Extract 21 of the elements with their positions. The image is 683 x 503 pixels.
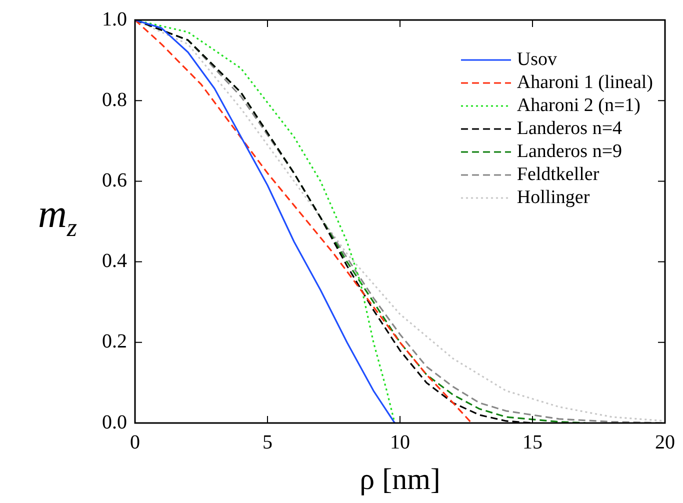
legend-label: Landeros n=9 (516, 140, 622, 163)
legend-label: Aharoni 2 (n=1) (516, 94, 641, 117)
y-tick-label: 0.6 (102, 169, 127, 192)
y-tick-label: 0.8 (102, 88, 127, 111)
y-tick-label: 0.2 (102, 330, 127, 353)
x-tick-label: 0 (130, 431, 140, 454)
y-tick-label: 0.0 (102, 411, 127, 434)
x-axis-title: ρ [nm] (360, 462, 440, 496)
legend-label: Hollinger (516, 186, 590, 209)
line-series (135, 20, 472, 423)
legend-label: Usov (516, 48, 557, 71)
y-tick-label: 1.0 (102, 8, 127, 30)
x-tick-label: 5 (262, 431, 272, 454)
legend-label: Landeros n=4 (516, 117, 622, 140)
legend-label: Feldtkeller (516, 163, 600, 186)
legend-label: Aharoni 1 (lineal) (516, 71, 653, 94)
y-axis-title: m$_{z}$ (38, 190, 78, 243)
x-tick-label: 15 (522, 431, 542, 454)
x-tick-label: 20 (655, 431, 675, 454)
y-tick-label: 0.4 (102, 250, 127, 272)
x-tick-label: 10 (390, 431, 410, 454)
